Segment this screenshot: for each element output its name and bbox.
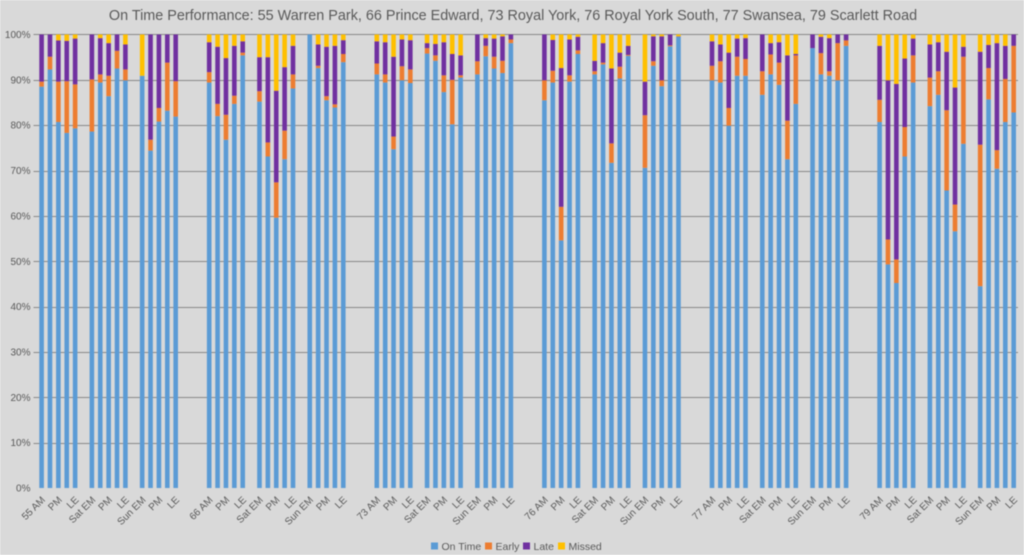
svg-text:On Time: On Time bbox=[442, 541, 482, 553]
svg-text:20%: 20% bbox=[10, 393, 30, 404]
svg-text:100%: 100% bbox=[5, 30, 31, 41]
svg-text:90%: 90% bbox=[10, 75, 30, 86]
svg-text:Late: Late bbox=[534, 541, 555, 553]
svg-text:70%: 70% bbox=[10, 166, 30, 177]
svg-text:Missed: Missed bbox=[569, 541, 602, 553]
svg-text:80%: 80% bbox=[10, 121, 30, 132]
svg-text:60%: 60% bbox=[10, 211, 30, 222]
svg-text:40%: 40% bbox=[10, 302, 30, 313]
svg-text:On Time Performance: 55 Warren: On Time Performance: 55 Warren Park, 66 … bbox=[109, 8, 917, 24]
svg-text:Early: Early bbox=[496, 541, 521, 553]
svg-text:10%: 10% bbox=[10, 438, 30, 449]
svg-text:50%: 50% bbox=[10, 257, 30, 268]
svg-text:0%: 0% bbox=[16, 484, 31, 495]
svg-text:30%: 30% bbox=[10, 347, 30, 358]
